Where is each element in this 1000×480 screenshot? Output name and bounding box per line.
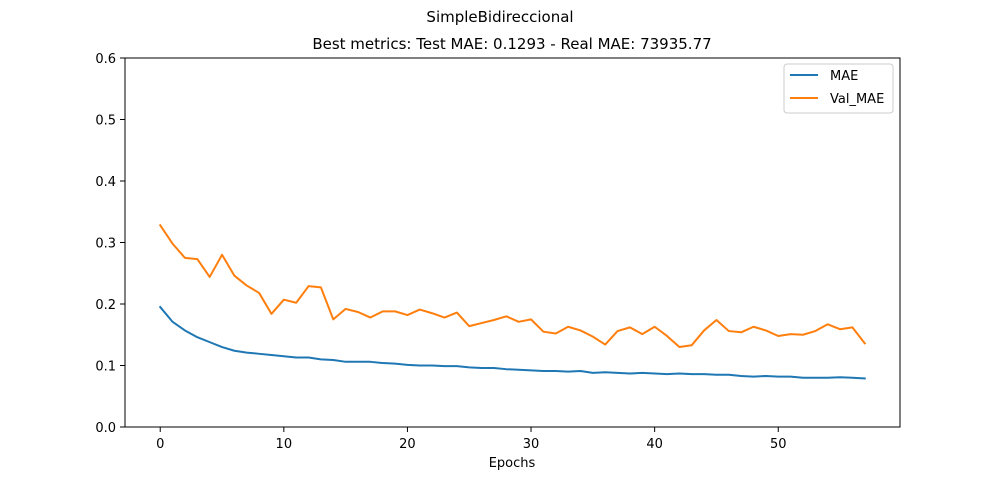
x-tick-label: 50 (770, 437, 787, 452)
x-axis: 0 10 20 30 40 50 (156, 427, 787, 452)
legend-box (783, 63, 894, 114)
y-tick-label: 0.6 (95, 52, 116, 67)
series-layer (158, 223, 867, 380)
x-tick-label: 20 (399, 437, 416, 452)
y-axis: 0.0 0.1 0.2 0.3 0.4 0.5 0.6 (95, 52, 125, 436)
y-tick-label: 0.1 (95, 360, 116, 375)
x-tick-label: 10 (276, 437, 293, 452)
y-tick-label: 0.5 (95, 114, 116, 129)
series-line-val-mae (158, 223, 867, 349)
legend: MAE Val_MAE (783, 63, 894, 114)
legend-label-mae: MAE (830, 69, 858, 84)
series-line-mae (158, 305, 866, 380)
legend-label-val-mae: Val_MAE (830, 92, 884, 107)
y-tick-label: 0.2 (95, 298, 116, 313)
chart-title: Best metrics: Test MAE: 0.1293 - Real MA… (312, 35, 711, 53)
y-tick-label: 0.4 (95, 175, 116, 190)
x-tick-label: 40 (646, 437, 663, 452)
x-axis-label: Epochs (489, 456, 536, 471)
y-tick-label: 0.3 (95, 237, 116, 252)
x-tick-label: 0 (156, 437, 164, 452)
plot-area-frame (124, 57, 901, 428)
x-tick-label: 30 (523, 437, 540, 452)
y-tick-label: 0.0 (95, 421, 116, 436)
chart-suptitle: SimpleBidireccional (426, 8, 573, 26)
